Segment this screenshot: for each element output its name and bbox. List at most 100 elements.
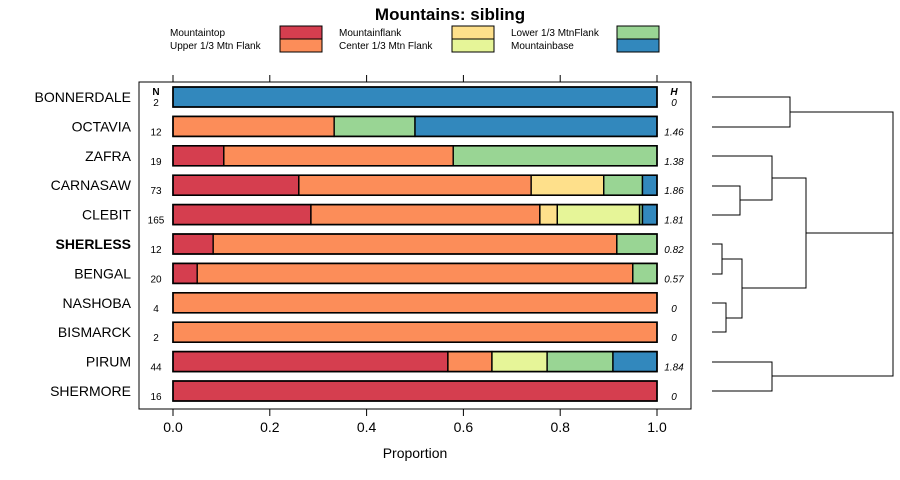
category-label-bismarck: BISMARCK	[58, 324, 132, 340]
h-label-shermore: 0	[671, 392, 677, 403]
n-label-carnasaw: 73	[150, 186, 162, 197]
bars	[172, 86, 658, 402]
bar-octavia-lower-1-3-mtnflank	[333, 115, 416, 138]
h-label-zafra: 1.38	[664, 157, 684, 168]
x-tick-label-4: 0.8	[550, 419, 570, 435]
bar-shermore-mountaintop	[172, 380, 658, 402]
bar-sherless-lower-1-3-mtnflank	[616, 233, 658, 255]
h-label-bonnerdale: 0	[671, 98, 677, 109]
x-axis: 0.0 0.2 0.4 0.6 0.8 1.0	[163, 75, 667, 435]
n-header: N	[152, 87, 159, 98]
category-label-carnasaw: CARNASAW	[51, 177, 132, 193]
bar-octavia-upper-1-3-mtn-flank	[172, 115, 335, 138]
h-label-pirum: 1.84	[664, 363, 684, 374]
legend: Mountaintop Upper 1/3 Mtn Flank Mountainfl…	[170, 25, 660, 53]
x-tick-label-0: 0.0	[163, 419, 183, 435]
plot-frame	[138, 81, 692, 410]
bar-bismarck-upper-1-3-mtn-flank	[172, 321, 658, 343]
n-labels: 2 12 19 73 165 12 20 4 2 44 16	[148, 98, 165, 403]
dendro-link-zafra-cluster	[712, 155, 773, 201]
bar-carnasaw-upper-1-3-mtn-flank	[298, 174, 532, 196]
bar-nashoba-upper-1-3-mtn-flank	[172, 292, 658, 314]
legend-label-mountainbase: Mountainbase	[511, 41, 574, 52]
legend-swatch-mountainbase	[616, 38, 660, 53]
bar-bengal-upper-1-3-mtn-flank	[196, 262, 634, 285]
bar-bonnerdale-mountainbase	[172, 86, 658, 108]
bar-octavia-mountainbase	[414, 115, 658, 138]
h-label-sherless: 0.82	[664, 245, 684, 256]
bar-zafra-lower-1-3-mtnflank	[452, 145, 658, 167]
x-tick-label-5: 1.0	[647, 419, 667, 435]
n-label-clebit: 165	[148, 216, 165, 227]
n-label-octavia: 12	[150, 127, 162, 138]
n-label-pirum: 44	[150, 363, 162, 374]
bar-bengal-mountaintop	[172, 262, 198, 285]
bar-pirum-lower-1-3-mtnflank	[546, 350, 614, 373]
n-label-sherless: 12	[150, 245, 162, 256]
dendro-link-upper-mid	[742, 177, 807, 289]
dendro-link-root	[772, 172, 894, 377]
bar-outline-pirum	[172, 350, 658, 373]
bar-pirum-mountainbase	[612, 350, 658, 373]
bar-zafra-mountaintop	[172, 145, 225, 167]
legend-label-mountainflank: Mountainflank	[339, 28, 402, 39]
dendro-link-nashoba-bismarck	[712, 302, 727, 333]
h-labels: 0 1.46 1.38 1.86 1.81 0.82 0.57 0 0 1.84 0	[664, 98, 684, 403]
n-label-bismarck: 2	[153, 333, 159, 344]
bar-outline-octavia	[172, 115, 658, 138]
dendro-link-bonnerdale-octavia	[712, 96, 791, 128]
legend-label-upper-1-3-mtn-flank: Upper 1/3 Mtn Flank	[170, 41, 262, 52]
n-label-bonnerdale: 2	[153, 98, 159, 109]
n-label-nashoba: 4	[153, 304, 159, 315]
category-label-bengal: BENGAL	[74, 265, 131, 281]
category-label-sherless: SHERLESS	[56, 236, 131, 252]
bar-outline-bonnerdale	[172, 86, 658, 108]
x-tick-label-3: 0.6	[454, 419, 474, 435]
legend-swatch-mountainflank	[451, 25, 495, 40]
bar-carnasaw-lower-1-3-mtnflank	[603, 174, 644, 196]
bar-outline-carnasaw	[172, 174, 658, 196]
x-tick-label-2: 0.4	[357, 419, 377, 435]
bar-pirum-center-1-3-mtn-flank	[491, 350, 548, 373]
h-label-octavia: 1.46	[664, 127, 684, 138]
h-label-bismarck: 0	[671, 333, 677, 344]
bar-clebit-upper-1-3-mtn-flank	[310, 203, 541, 226]
h-label-nashoba: 0	[671, 304, 677, 315]
n-label-zafra: 19	[150, 157, 162, 168]
x-tick-label-1: 0.2	[260, 419, 280, 435]
h-label-clebit: 1.81	[664, 216, 683, 227]
legend-label-lower-1-3-mtnflank: Lower 1/3 MtnFlank	[511, 28, 600, 39]
h-label-carnasaw: 1.86	[664, 186, 684, 197]
category-label-clebit: CLEBIT	[82, 207, 131, 223]
dendro-link-mid-cluster	[722, 258, 743, 319]
bar-carnasaw-mountaintop	[172, 174, 300, 196]
n-label-bengal: 20	[150, 274, 162, 285]
legend-swatch-center-1-3-mtn-flank	[451, 38, 495, 53]
bar-pirum-upper-1-3-mtn-flank	[447, 350, 493, 373]
bar-clebit-mountainbase	[641, 203, 658, 226]
h-label-bengal: 0.57	[664, 274, 684, 285]
legend-swatch-mountaintop	[279, 25, 323, 40]
bar-sherless-mountaintop	[172, 233, 214, 255]
dendro-link-top	[790, 111, 894, 234]
legend-label-center-1-3-mtn-flank: Center 1/3 Mtn Flank	[339, 41, 433, 52]
bar-carnasaw-mountainbase	[641, 174, 658, 196]
bar-outline-shermore	[172, 380, 658, 402]
bar-clebit-mountainflank	[539, 203, 558, 226]
bar-outline-clebit	[172, 203, 658, 226]
category-label-pirum: PIRUM	[86, 354, 131, 370]
legend-label-mountaintop: Mountaintop	[170, 28, 225, 39]
bar-sherless-upper-1-3-mtn-flank	[212, 233, 618, 255]
category-label-nashoba: NASHOBA	[63, 295, 132, 311]
category-labels: BONNERDALE OCTAVIA ZAFRA CARNASAW CLEBIT SHER…	[35, 89, 132, 399]
bar-bengal-lower-1-3-mtnflank	[632, 262, 658, 285]
legend-swatch-upper-1-3-mtn-flank	[279, 38, 323, 53]
legend-swatch-lower-1-3-mtnflank	[616, 25, 660, 40]
bar-outline-nashoba	[172, 291, 658, 314]
bar-zafra-upper-1-3-mtn-flank	[223, 145, 454, 167]
bar-clebit-mountaintop	[172, 203, 312, 226]
n-label-shermore: 16	[150, 392, 162, 403]
dendro-link-sherless-bengal	[712, 243, 723, 275]
bar-outline-sherless	[172, 233, 658, 255]
